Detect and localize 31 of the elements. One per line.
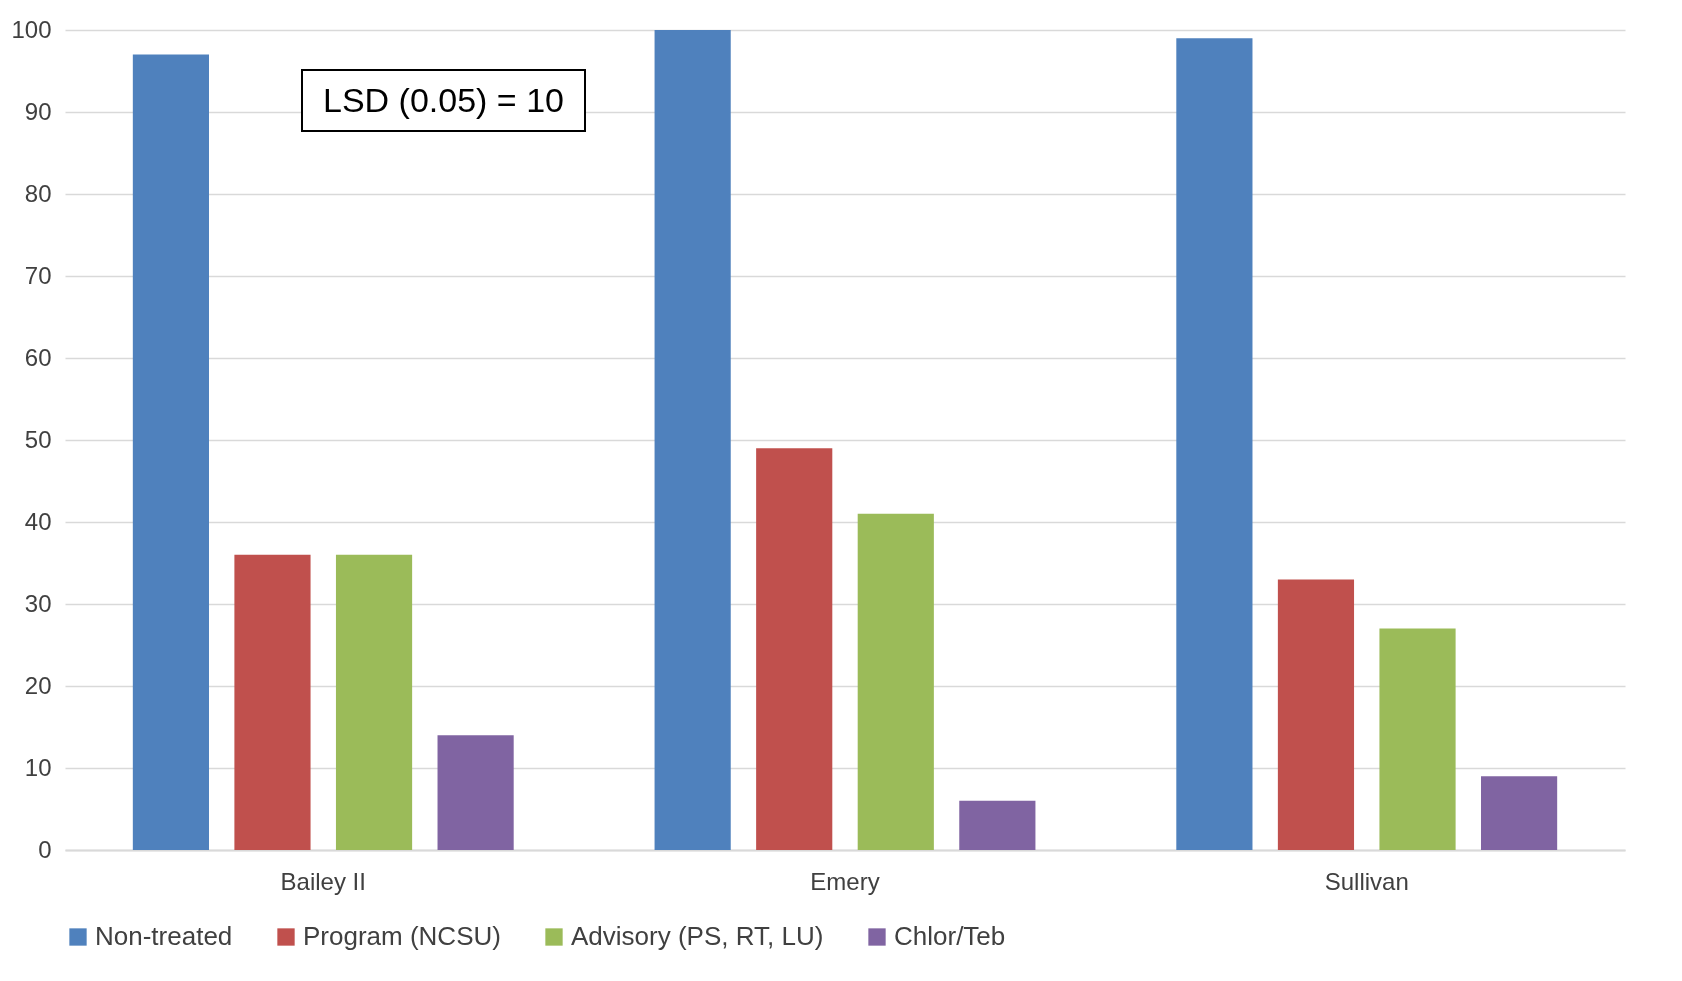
bar bbox=[1379, 628, 1456, 850]
y-tick-label: 90 bbox=[24, 97, 52, 125]
legend-label: Non-treated bbox=[95, 921, 233, 951]
bar bbox=[654, 30, 731, 850]
bar bbox=[1481, 776, 1558, 850]
y-tick-label: 20 bbox=[24, 671, 52, 699]
y-tick-label: 40 bbox=[24, 507, 52, 535]
x-tick-label: Emery bbox=[810, 867, 880, 895]
bar bbox=[132, 54, 209, 850]
y-tick-label: 100 bbox=[11, 15, 52, 43]
bar bbox=[335, 554, 413, 850]
bar bbox=[756, 448, 833, 850]
x-tick-label: Bailey II bbox=[280, 867, 366, 895]
legend-label: Program (NCSU) bbox=[303, 921, 501, 951]
y-tick-label: 30 bbox=[24, 589, 52, 617]
y-tick-label: 70 bbox=[24, 261, 52, 289]
bar bbox=[437, 735, 514, 850]
y-tick-label: 50 bbox=[24, 425, 52, 453]
x-tick-label: Sullivan bbox=[1324, 867, 1409, 895]
y-tick-label: 10 bbox=[24, 753, 52, 781]
bar bbox=[234, 554, 311, 850]
y-tick-label: 60 bbox=[24, 343, 52, 371]
bar bbox=[959, 800, 1036, 850]
annotation: LSD (0.05) = 10 bbox=[301, 69, 586, 132]
bar bbox=[1176, 38, 1253, 850]
bar bbox=[857, 513, 934, 850]
y-tick-label: 0 bbox=[38, 835, 52, 863]
y-tick-label: 80 bbox=[24, 179, 52, 207]
legend-label: Chlor/Teb bbox=[894, 921, 1006, 951]
bar bbox=[1277, 579, 1355, 850]
legend-label: Advisory (PS, RT, LU) bbox=[571, 921, 824, 951]
